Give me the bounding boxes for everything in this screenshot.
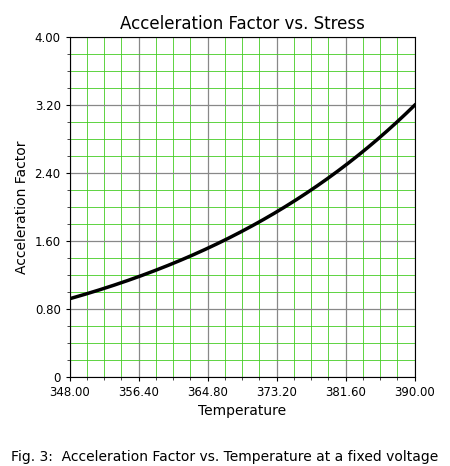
Text: Fig. 3:  Acceleration Factor vs. Temperature at a fixed voltage: Fig. 3: Acceleration Factor vs. Temperat… (11, 450, 439, 464)
X-axis label: Temperature: Temperature (198, 404, 286, 418)
Title: Acceleration Factor vs. Stress: Acceleration Factor vs. Stress (120, 15, 364, 33)
Y-axis label: Acceleration Factor: Acceleration Factor (15, 140, 29, 274)
